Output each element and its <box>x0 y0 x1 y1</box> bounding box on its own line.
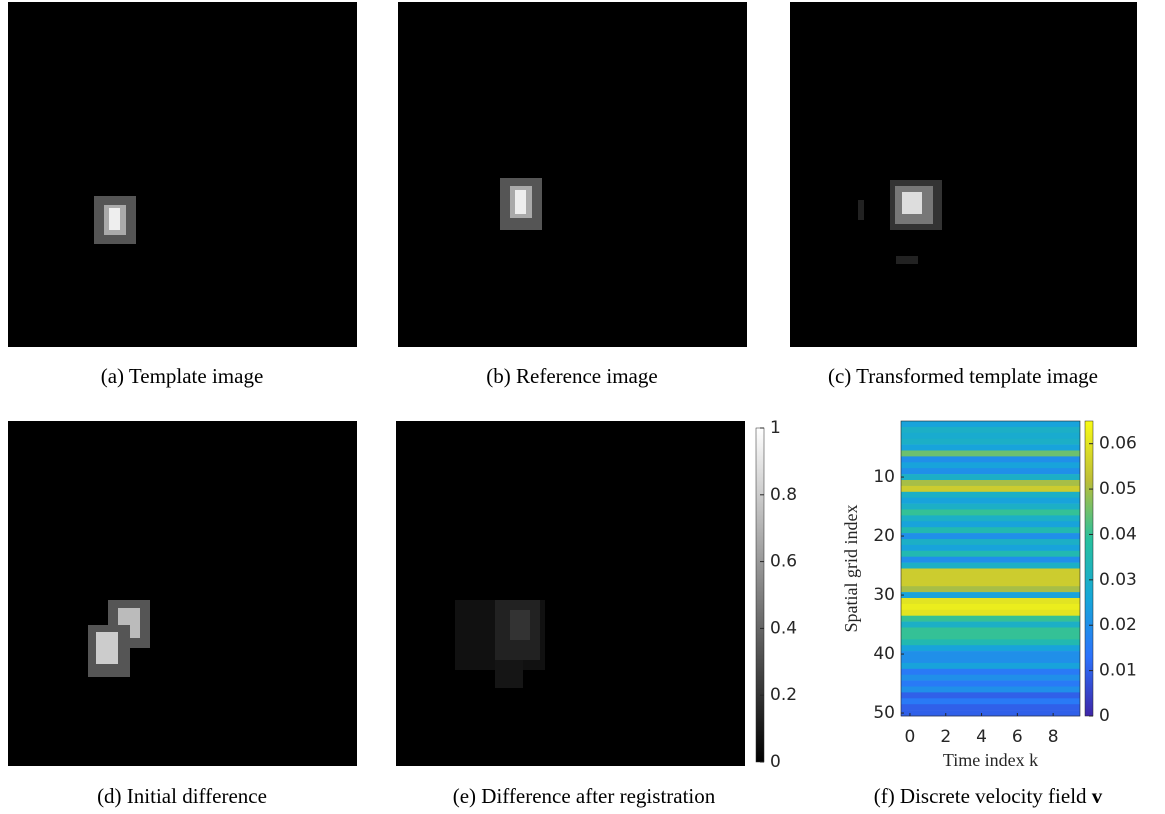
heatmap-row <box>901 456 1080 462</box>
x-tick-label: 6 <box>1012 727 1023 747</box>
y-tick-label: 20 <box>873 526 895 546</box>
heatmap-row <box>901 557 1080 563</box>
heatmap-row <box>901 628 1080 634</box>
heatmap-row <box>901 439 1080 445</box>
x-tick-label: 0 <box>905 727 916 747</box>
heatmap-row <box>901 427 1080 433</box>
heatmap-row <box>901 486 1080 492</box>
heatmap-row <box>901 545 1080 551</box>
x-tick-label: 4 <box>976 727 987 747</box>
heatmap-row <box>901 622 1080 628</box>
tick-label: 0.6 <box>770 552 797 572</box>
heatmap-row <box>901 492 1080 498</box>
template-image <box>8 2 357 347</box>
heatmap-row <box>901 563 1080 569</box>
heatmap-row <box>901 669 1080 675</box>
heatmap-row <box>901 539 1080 545</box>
heatmap-row <box>901 704 1080 710</box>
heatmap-row <box>901 468 1080 474</box>
y-tick-label: 50 <box>873 703 895 723</box>
heatmap-row <box>901 551 1080 557</box>
caption: (a) Template image <box>101 364 264 388</box>
caption: (e) Difference after registration <box>453 784 716 808</box>
blob <box>500 178 542 230</box>
caption: (b) Reference image <box>486 364 657 388</box>
colorbar-tick-label: 0.05 <box>1099 479 1137 499</box>
figure: (a) Template image (b) Reference image (… <box>0 0 1165 814</box>
heatmap-row <box>901 580 1080 586</box>
heatmap-row <box>901 527 1080 533</box>
colorbar-tick-label: 0.01 <box>1099 661 1137 681</box>
velocity-colorbar <box>1085 421 1093 716</box>
heatmap-row <box>901 533 1080 539</box>
heatmap-row <box>901 515 1080 521</box>
symbol: v <box>1092 784 1103 808</box>
heatmap-row <box>901 586 1080 592</box>
tick-label: 0.4 <box>770 618 797 638</box>
heatmap-row <box>901 698 1080 704</box>
heatmap-row <box>901 445 1080 451</box>
heatmap-row <box>901 569 1080 575</box>
heatmap-row <box>901 675 1080 681</box>
gray-colorbar <box>756 428 764 762</box>
tick-label: 0 <box>770 752 781 772</box>
x-tick-label: 2 <box>940 727 951 747</box>
tick-label: 1 <box>770 418 781 438</box>
heatmap-row <box>901 663 1080 669</box>
heatmap-row <box>901 657 1080 663</box>
y-tick-label: 10 <box>873 467 895 487</box>
heatmap-row <box>901 462 1080 468</box>
heatmap-row <box>901 604 1080 610</box>
heatmap-row <box>901 451 1080 457</box>
colorbar-tick-label: 0.06 <box>1099 434 1137 454</box>
heatmap-row <box>901 616 1080 622</box>
heatmap-row <box>901 592 1080 598</box>
heatmap-row <box>901 633 1080 639</box>
heatmap-row <box>901 498 1080 504</box>
heatmap-row <box>901 639 1080 645</box>
heatmap-row <box>901 433 1080 439</box>
page: {"captions": ["(a) Template image", "(b)… <box>0 0 1165 814</box>
tick-label: 0.8 <box>770 485 797 505</box>
heatmap-row <box>901 421 1080 427</box>
caption: (c) Transformed template image <box>828 364 1098 388</box>
heatmap-row <box>901 687 1080 693</box>
heatmap-row <box>901 651 1080 657</box>
y-axis-label: Spatial grid index <box>841 505 861 633</box>
colorbar-tick-label: 0.02 <box>1099 615 1137 635</box>
heatmap-row <box>901 598 1080 604</box>
y-tick-label: 30 <box>873 585 895 605</box>
colorbar-tick-label: 0.03 <box>1099 570 1137 590</box>
heatmap-row <box>901 510 1080 516</box>
transformed-image <box>790 2 1137 347</box>
caption: (d) Initial difference <box>97 784 267 808</box>
x-tick-label: 8 <box>1048 727 1059 747</box>
heatmap-row <box>901 692 1080 698</box>
heatmap-row <box>901 480 1080 486</box>
heatmap-row <box>901 610 1080 616</box>
heatmap-row <box>901 645 1080 651</box>
heatmap-row <box>901 504 1080 510</box>
initial-difference <box>8 421 357 766</box>
difference-after <box>396 421 745 766</box>
x-axis-label: Time index k <box>943 750 1038 770</box>
heatmap-row <box>901 681 1080 687</box>
colorbar-tick-label: 0 <box>1099 706 1110 726</box>
heatmap-row <box>901 474 1080 480</box>
y-tick-label: 40 <box>873 644 895 664</box>
caption: (f) Discrete velocity field v <box>874 784 1103 808</box>
colorbar-tick-label: 0.04 <box>1099 524 1137 544</box>
blob <box>94 196 136 244</box>
tick-label: 0.2 <box>770 685 797 705</box>
heatmap-row <box>901 574 1080 580</box>
reference-image <box>398 2 747 347</box>
caption-text: (f) Discrete velocity field <box>874 784 1087 808</box>
heatmap-row <box>901 521 1080 527</box>
